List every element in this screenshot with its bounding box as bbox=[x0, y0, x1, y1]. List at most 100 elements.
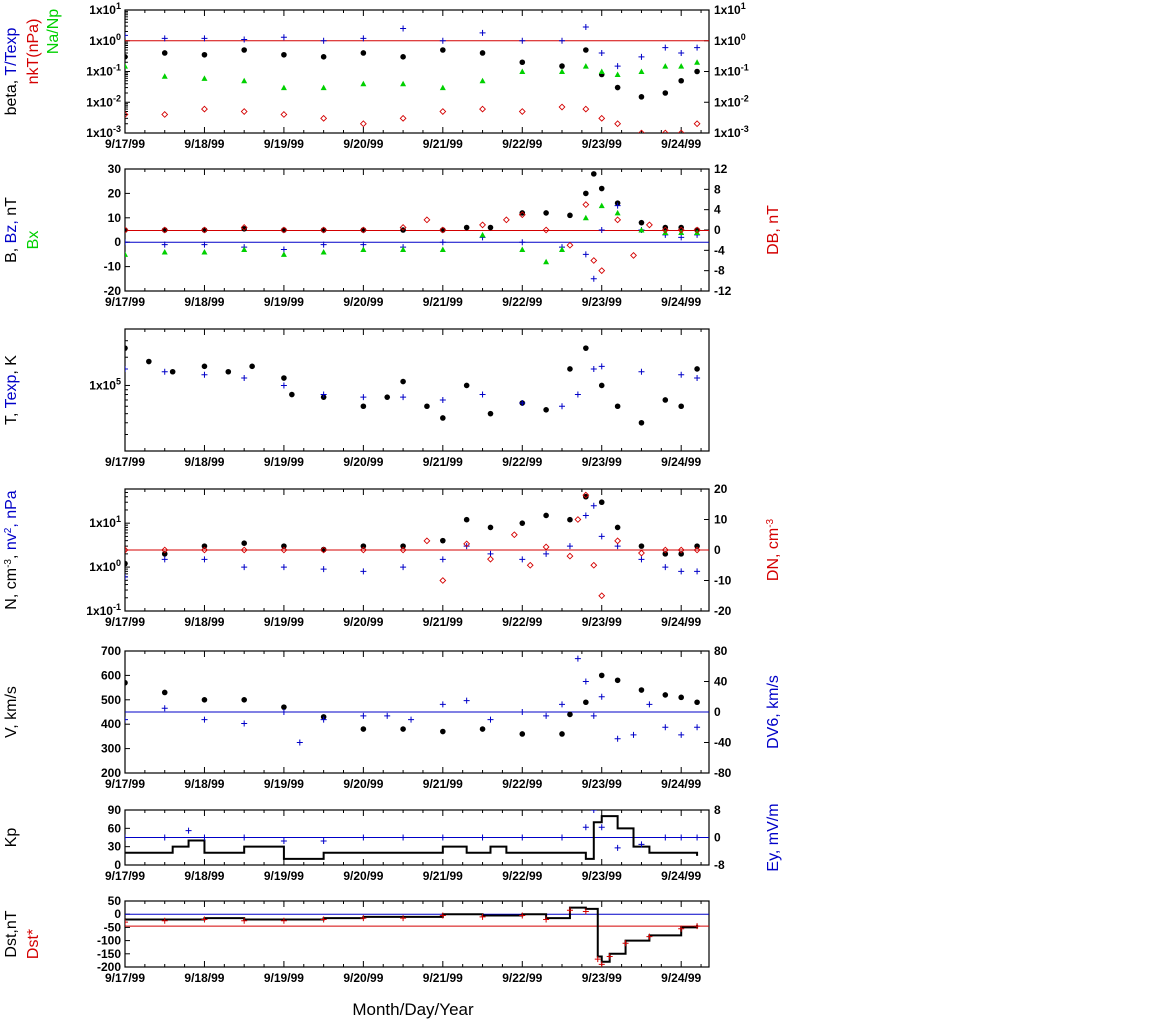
data-point-2 bbox=[201, 716, 208, 723]
right-tick-label: -40 bbox=[714, 736, 732, 750]
series-blue bbox=[125, 655, 701, 746]
data-point-11 bbox=[559, 403, 566, 410]
data-point-12 bbox=[518, 211, 526, 219]
data-point-3 bbox=[241, 246, 248, 253]
data-point-20 bbox=[678, 568, 685, 575]
x-tick-label: 9/21/99 bbox=[423, 295, 463, 309]
data-point-17 bbox=[582, 491, 590, 499]
data-point-10 bbox=[519, 37, 526, 44]
data-point-6 bbox=[359, 226, 367, 234]
data-point-6 bbox=[360, 35, 367, 42]
data-point-12 bbox=[582, 23, 589, 30]
data-point-5 bbox=[320, 114, 328, 122]
data-point-11 bbox=[558, 103, 566, 111]
series-red bbox=[125, 907, 701, 967]
data-point-10 bbox=[519, 246, 526, 253]
data-point-16 bbox=[598, 185, 605, 192]
data-point-2 bbox=[201, 51, 208, 58]
x-tick-label: 9/21/99 bbox=[423, 455, 463, 469]
x-tick-label: 9/18/99 bbox=[184, 971, 224, 985]
data-point-10 bbox=[519, 68, 526, 74]
right-tick-label: 0 bbox=[714, 705, 721, 719]
panel-2: 9/17/99 9/18/99 9/19/99 9/20/99 9/21/99 9/22/… bbox=[3, 162, 782, 309]
data-point-7 bbox=[400, 726, 406, 732]
data-point-3 bbox=[241, 375, 248, 382]
left-axis-label: Kp bbox=[3, 828, 20, 848]
data-point-6 bbox=[360, 227, 367, 233]
data-point-4 bbox=[280, 709, 287, 715]
data-point-11 bbox=[463, 697, 470, 704]
data-point-2 bbox=[201, 916, 208, 923]
left-tick-label: 1x101 bbox=[89, 1, 121, 17]
x-tick-label: 9/24/99 bbox=[661, 455, 701, 469]
data-point-5 bbox=[320, 248, 327, 255]
data-point-10 bbox=[519, 239, 526, 246]
left-tick-label: 1x10-2 bbox=[86, 93, 121, 109]
data-point-10 bbox=[479, 221, 486, 229]
data-point-12 bbox=[543, 550, 550, 557]
data-point-20 bbox=[694, 543, 700, 549]
x-tick-label: 9/20/99 bbox=[343, 869, 383, 883]
data-point-17 bbox=[582, 678, 589, 685]
data-point-7 bbox=[360, 834, 367, 841]
data-point-2 bbox=[201, 105, 208, 113]
series-red bbox=[125, 491, 701, 600]
data-point-24 bbox=[693, 546, 701, 554]
data-point-9 bbox=[479, 391, 486, 398]
data-point-4 bbox=[280, 226, 288, 234]
data-point-7 bbox=[400, 915, 407, 922]
left-tick-label: 500 bbox=[101, 693, 121, 707]
data-point-18 bbox=[678, 694, 684, 701]
data-point-6 bbox=[360, 915, 367, 922]
panel-data bbox=[125, 171, 701, 282]
data-point-2 bbox=[201, 35, 208, 42]
data-point-17 bbox=[662, 692, 669, 698]
data-point-12 bbox=[559, 246, 566, 253]
data-point-16 bbox=[598, 533, 605, 540]
data-point-17 bbox=[678, 77, 684, 84]
data-point-1 bbox=[161, 689, 168, 696]
data-point-0 bbox=[125, 365, 128, 372]
data-point-8 bbox=[439, 37, 446, 44]
data-point-21 bbox=[694, 568, 701, 575]
data-point-9 bbox=[479, 50, 486, 56]
x-tick-label: 9/23/99 bbox=[582, 971, 622, 985]
left-tick-label: -100 bbox=[97, 934, 121, 948]
data-point-9 bbox=[439, 834, 446, 841]
panel-5: 9/17/99 9/18/99 9/19/99 9/20/99 9/21/99 9/22/… bbox=[3, 644, 782, 791]
left-axis-label: B, Bz, nT bbox=[3, 197, 20, 263]
left-axis-label-2: Bx bbox=[25, 231, 42, 250]
x-tick-label: 9/24/99 bbox=[661, 295, 701, 309]
left-axis-label-2: nkT(nPa) bbox=[25, 19, 42, 85]
data-point-23 bbox=[662, 724, 669, 731]
x-tick-label: 9/19/99 bbox=[264, 295, 304, 309]
data-point-19 bbox=[678, 551, 684, 557]
x-tick-label: 9/24/99 bbox=[661, 777, 701, 791]
x-tick-label: 9/17/99 bbox=[105, 971, 145, 985]
left-tick-label: 1x100 bbox=[89, 558, 121, 574]
data-point-4 bbox=[241, 834, 248, 841]
data-point-11 bbox=[543, 258, 550, 265]
data-point-18 bbox=[638, 219, 645, 226]
left-tick-label: 10 bbox=[108, 211, 122, 225]
right-tick-label: 1x100 bbox=[714, 32, 746, 48]
data-point-18 bbox=[662, 834, 669, 841]
left-tick-label: 400 bbox=[101, 717, 121, 731]
data-point-16 bbox=[614, 844, 621, 851]
data-point-3 bbox=[241, 540, 247, 546]
data-point-7 bbox=[400, 80, 407, 87]
data-point-11 bbox=[543, 916, 550, 923]
series-black bbox=[125, 906, 699, 963]
data-point-4 bbox=[281, 543, 287, 549]
data-point-15 bbox=[598, 824, 605, 831]
data-point-13 bbox=[566, 543, 573, 550]
data-point-2 bbox=[185, 827, 192, 834]
data-point-8 bbox=[440, 537, 446, 544]
x-tick-label: 9/19/99 bbox=[264, 971, 304, 985]
data-point-1 bbox=[161, 546, 169, 554]
right-tick-label: 8 bbox=[714, 182, 721, 196]
data-point-11 bbox=[502, 216, 510, 224]
data-point-13 bbox=[542, 226, 550, 234]
data-point-15 bbox=[614, 202, 621, 209]
data-point-10 bbox=[479, 834, 486, 841]
